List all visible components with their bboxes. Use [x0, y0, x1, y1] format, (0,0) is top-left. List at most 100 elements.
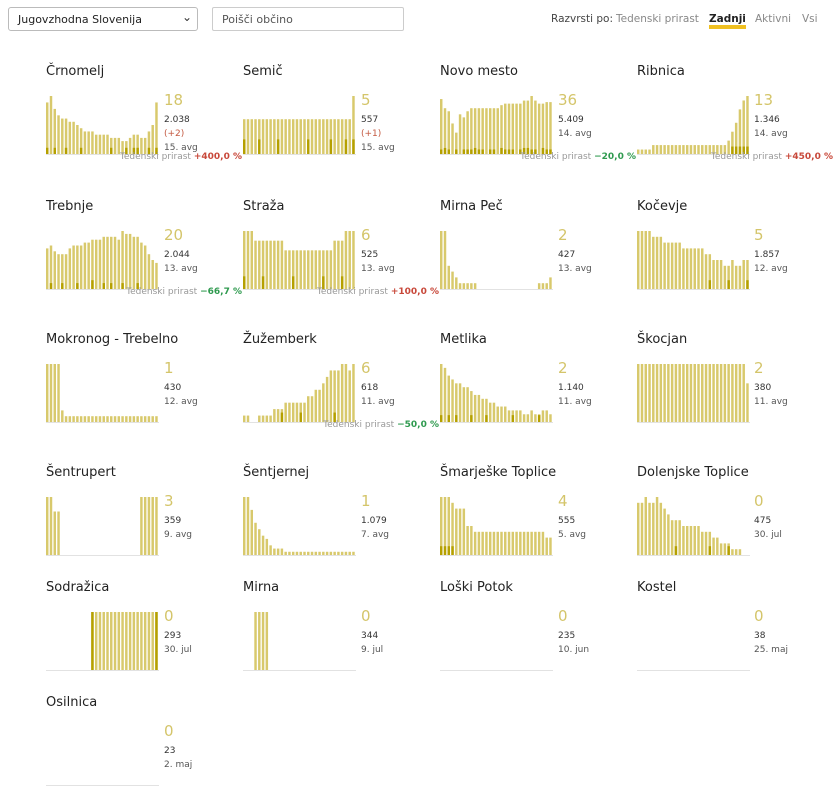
- active-cases-bar: [91, 416, 94, 422]
- active-cases-bar: [87, 131, 90, 154]
- region-select[interactable]: Jugovzhodna Slovenija ⌄: [8, 7, 198, 31]
- municipality-card[interactable]: Žužemberk 6 618 11. avg Tedenski prirast −50…: [243, 332, 439, 448]
- new-cases-bar: [147, 147, 151, 154]
- active-cases-bar: [440, 364, 443, 422]
- active-cases-bar: [136, 134, 139, 154]
- active-cases-bar: [106, 416, 109, 422]
- active-cases-bar: [655, 145, 659, 154]
- sort-option-all[interactable]: Vsi: [802, 13, 818, 25]
- municipality-card[interactable]: Metlika 2 1.140 11. avg: [440, 332, 635, 448]
- weekly-growth-label: Tedenski prirast: [710, 152, 782, 162]
- active-cases-bar: [117, 137, 121, 154]
- active-cases-bar: [515, 410, 518, 422]
- active-cases-bar: [307, 396, 310, 422]
- total-cases: 427: [558, 250, 576, 260]
- active-cases-bar: [299, 402, 302, 422]
- active-cases-bar: [644, 231, 647, 289]
- active-cases-bar: [727, 364, 730, 422]
- active-cases-bar: [458, 114, 462, 154]
- active-cases-bar: [522, 100, 526, 154]
- active-cases-bar: [53, 511, 56, 555]
- active-cases-bar: [667, 145, 670, 154]
- new-cases-bar: [333, 412, 336, 422]
- active-cases-bar: [307, 551, 310, 555]
- active-cases-bar: [57, 364, 60, 422]
- active-cases-bar: [738, 364, 742, 422]
- active-cases-bar: [652, 502, 655, 555]
- active-cases-bar: [678, 520, 681, 555]
- municipality-card[interactable]: Straža 6 525 13. avg Tedenski prirast +100,0…: [243, 199, 439, 315]
- weekly-growth-value: +400,0 %: [193, 152, 242, 162]
- active-cases-bar: [526, 414, 530, 422]
- municipality-card[interactable]: Mirna Peč 2 427 13. avg: [440, 199, 635, 315]
- new-cases-bar: [500, 147, 503, 154]
- active-cases-bar: [659, 364, 663, 422]
- sort-option-weekly-growth[interactable]: Tedenski prirast: [616, 13, 699, 25]
- active-cases-bar: [511, 531, 515, 555]
- active-cases-bar: [348, 119, 351, 154]
- municipality-card[interactable]: Loški Potok 0 235 10. jun: [440, 580, 635, 696]
- active-cases-bar: [106, 612, 109, 670]
- municipality-card[interactable]: Šmarješke Toplice 4 555 5. avg: [440, 465, 635, 581]
- active-cases-bar: [674, 145, 678, 154]
- active-cases-bar: [337, 119, 340, 154]
- municipality-card[interactable]: Sodražica 0 293 30. jul: [46, 580, 241, 696]
- active-cases-bar: [473, 394, 477, 422]
- active-cases-bar: [303, 250, 306, 289]
- municipality-card[interactable]: Škocjan 2 380 11. avg: [637, 332, 832, 448]
- municipality-card[interactable]: Osilnica 0 23 2. maj: [46, 695, 241, 786]
- municipality-card[interactable]: Šentrupert 3 359 9. avg: [46, 465, 241, 581]
- active-cases-bar: [72, 416, 75, 422]
- active-cases-bar: [344, 551, 348, 555]
- active-cases-bar: [500, 531, 503, 555]
- active-cases-bar: [734, 364, 738, 422]
- active-cases-count: 2: [754, 359, 764, 377]
- municipality-card[interactable]: Mirna 0 344 9. jul: [243, 580, 438, 696]
- active-cases-bar: [143, 612, 147, 670]
- active-cases-bar: [125, 416, 128, 422]
- municipality-title: Šmarješke Toplice: [440, 465, 557, 480]
- municipality-card[interactable]: Ribnica 13 1.346 14. avg Tedenski prirast +4…: [637, 64, 833, 180]
- active-cases-bar: [716, 537, 719, 555]
- active-cases-bar: [519, 103, 522, 154]
- active-cases-bar: [72, 245, 75, 289]
- active-cases-bar: [541, 531, 545, 555]
- active-cases-count: 2: [558, 359, 568, 377]
- weekly-growth-label: Tedenski prirast: [520, 152, 592, 162]
- active-cases-bar: [117, 416, 121, 422]
- active-cases-bar: [549, 102, 552, 154]
- new-cases-bar: [545, 149, 548, 154]
- municipality-card[interactable]: Novo mesto 36 5.409 14. avg Tedenski prirast…: [440, 64, 636, 180]
- municipality-title: Sodražica: [46, 580, 110, 595]
- active-cases-count: 5: [754, 226, 764, 244]
- toolbar: Jugovzhodna Slovenija ⌄ Razvrsti po: Ted…: [0, 0, 837, 40]
- municipality-card[interactable]: Dolenjske Toplice 0 475 30. jul: [637, 465, 832, 581]
- sort-option-latest[interactable]: Zadnji: [709, 13, 746, 29]
- active-cases-bar: [337, 551, 340, 555]
- active-cases-bar: [151, 497, 154, 555]
- active-cases-bar: [670, 520, 674, 555]
- municipality-search-input[interactable]: [212, 7, 404, 31]
- municipality-card[interactable]: Semič 5 557 (+1) 15. avg: [243, 64, 438, 180]
- active-cases-bar: [507, 410, 511, 422]
- active-cases-bar: [284, 119, 287, 154]
- active-cases-bar: [314, 551, 318, 555]
- new-cases-bar: [76, 283, 79, 289]
- municipality-card[interactable]: Mokronog - Trebelno 1 430 12. avg: [46, 332, 241, 448]
- municipality-card[interactable]: Trebnje 20 2.044 13. avg Tedenski prirast −6…: [46, 199, 242, 315]
- municipality-title: Trebnje: [46, 199, 94, 214]
- active-cases-bar: [663, 242, 666, 289]
- new-cases-bar: [307, 139, 310, 154]
- active-cases-bar: [541, 103, 545, 154]
- municipality-card[interactable]: Kočevje 5 1.857 12. avg: [637, 199, 832, 315]
- sort-option-active[interactable]: Aktivni: [755, 13, 792, 25]
- active-cases-bar: [49, 245, 53, 289]
- new-cases-bar: [541, 147, 545, 154]
- municipality-card[interactable]: Črnomelj 18 2.038 (+2) 15. avg Tedenski prira…: [46, 64, 242, 180]
- municipality-card[interactable]: Šentjernej 1 1.079 7. avg: [243, 465, 438, 581]
- municipality-card[interactable]: Kostel 0 38 25. maj: [637, 580, 832, 696]
- active-cases-bar: [322, 119, 325, 154]
- active-cases-bar: [485, 531, 488, 555]
- active-cases-bar: [143, 416, 147, 422]
- active-cases-bar: [515, 103, 518, 154]
